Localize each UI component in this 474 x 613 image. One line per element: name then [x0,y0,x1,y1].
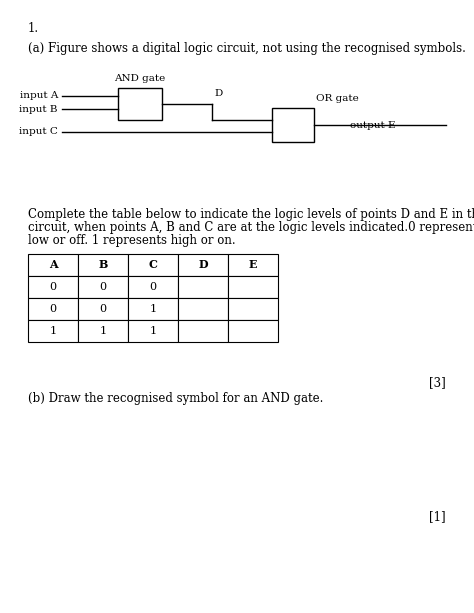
Bar [28,276,78,298]
Bar [128,298,178,320]
Text: circuit, when points A, B and C are at the logic levels indicated.0 represents: circuit, when points A, B and C are at t… [28,221,474,234]
Text: 0: 0 [49,304,56,314]
Bar [128,276,178,298]
Text: 1: 1 [149,326,156,336]
Text: D: D [214,88,222,97]
Text: (b) Draw the recognised symbol for an AND gate.: (b) Draw the recognised symbol for an AN… [28,392,323,405]
Text: 1: 1 [149,304,156,314]
Text: [3]: [3] [429,376,446,389]
Text: [1]: [1] [429,510,446,523]
Bar [228,276,278,298]
Bar [118,88,162,120]
Text: AND gate: AND gate [114,74,165,83]
Bar [28,320,78,342]
Text: 0: 0 [149,282,156,292]
Bar [178,298,228,320]
Text: 0: 0 [100,282,107,292]
Bar [128,254,178,276]
Text: E: E [249,259,257,270]
Text: low or off. 1 represents high or on.: low or off. 1 represents high or on. [28,234,236,247]
Text: A: A [49,259,57,270]
Text: 1.: 1. [28,22,39,35]
Bar [78,254,128,276]
Bar [178,254,228,276]
Bar [228,320,278,342]
Bar [28,298,78,320]
Text: D: D [198,259,208,270]
Text: C: C [148,259,157,270]
Text: input A: input A [19,91,58,101]
Text: 1: 1 [100,326,107,336]
Text: output E: output E [350,121,395,129]
Bar [272,108,314,142]
Bar [178,320,228,342]
Text: 1: 1 [49,326,56,336]
Bar [28,254,78,276]
Text: 0: 0 [100,304,107,314]
Text: OR gate: OR gate [316,94,359,103]
Text: Complete the table below to indicate the logic levels of points D and E in the: Complete the table below to indicate the… [28,208,474,221]
Bar [128,320,178,342]
Text: 0: 0 [49,282,56,292]
Text: (a) Figure shows a digital logic circuit, not using the recognised symbols.: (a) Figure shows a digital logic circuit… [28,42,466,55]
Text: B: B [98,259,108,270]
Text: input C: input C [19,128,58,137]
Bar [228,298,278,320]
Bar [228,254,278,276]
Bar [78,320,128,342]
Bar [78,298,128,320]
Bar [178,276,228,298]
Bar [78,276,128,298]
Text: input B: input B [19,104,58,113]
